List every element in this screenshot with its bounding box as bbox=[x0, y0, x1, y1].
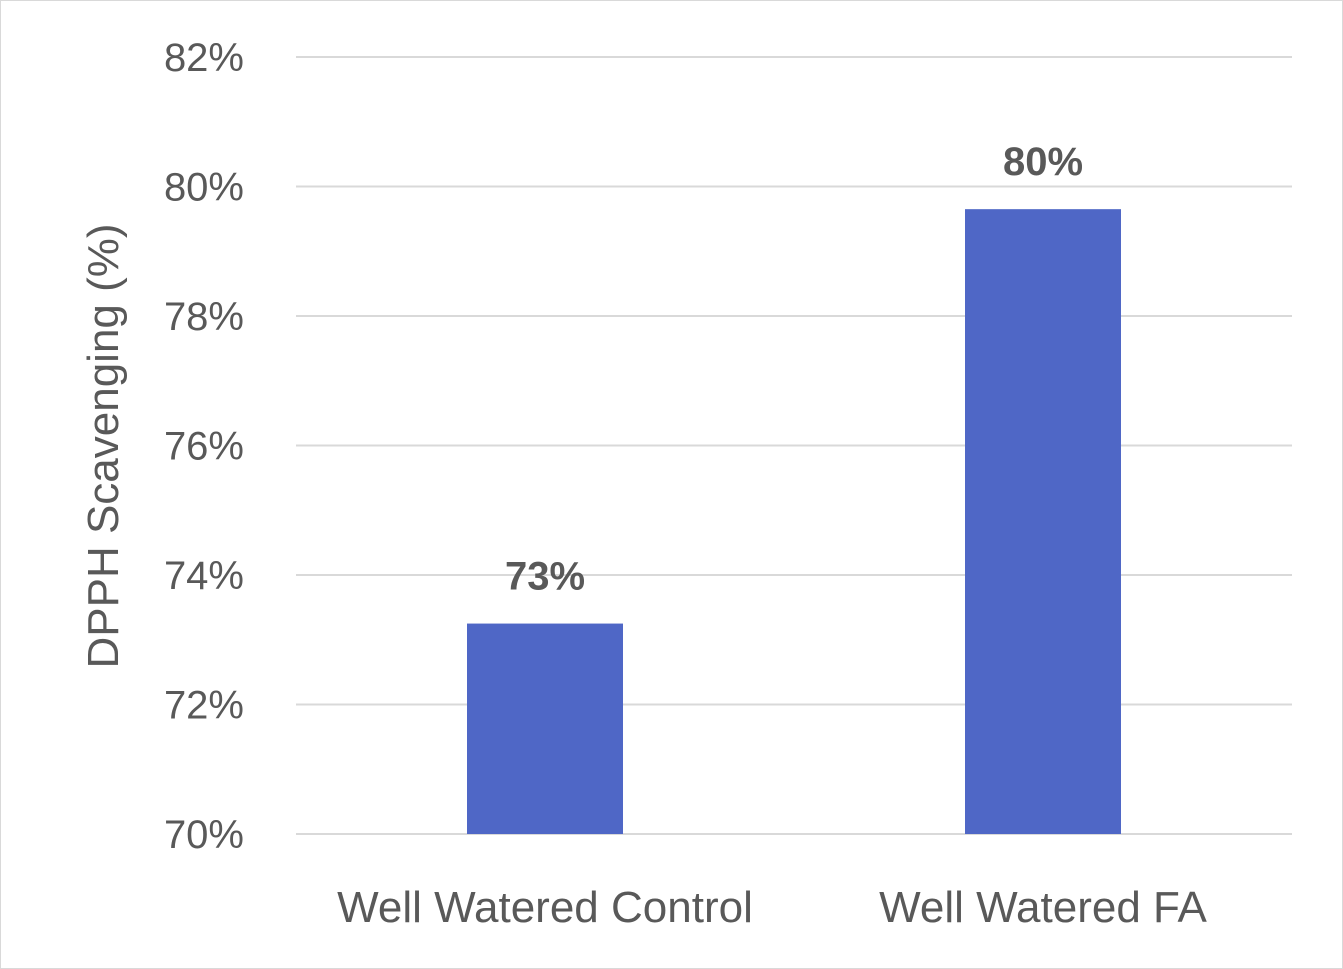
y-tick-label: 80% bbox=[164, 166, 244, 210]
y-tick-label: 78% bbox=[164, 295, 244, 339]
x-category-label: Well Watered Control bbox=[337, 883, 753, 932]
x-category-label: Well Watered FA bbox=[879, 883, 1207, 932]
bar bbox=[467, 623, 623, 834]
bar bbox=[965, 209, 1121, 835]
data-labels: 73% 80% bbox=[505, 140, 1083, 598]
y-tick-label: 76% bbox=[164, 425, 244, 469]
y-tick-label: 70% bbox=[164, 813, 244, 857]
gridlines bbox=[296, 56, 1292, 835]
y-tick-label: 82% bbox=[164, 36, 244, 80]
y-tick-label: 72% bbox=[164, 684, 244, 728]
y-tick-labels: 70% 72% 74% 76% 78% 80% 82% bbox=[164, 36, 244, 857]
data-label: 80% bbox=[1003, 140, 1083, 184]
x-category-labels: Well Watered Control Well Watered FA bbox=[337, 883, 1207, 932]
bars bbox=[467, 209, 1121, 835]
data-label: 73% bbox=[505, 555, 585, 599]
y-tick-label: 74% bbox=[164, 554, 244, 598]
y-axis-title: DPPH Scavenging (%) bbox=[79, 223, 128, 668]
